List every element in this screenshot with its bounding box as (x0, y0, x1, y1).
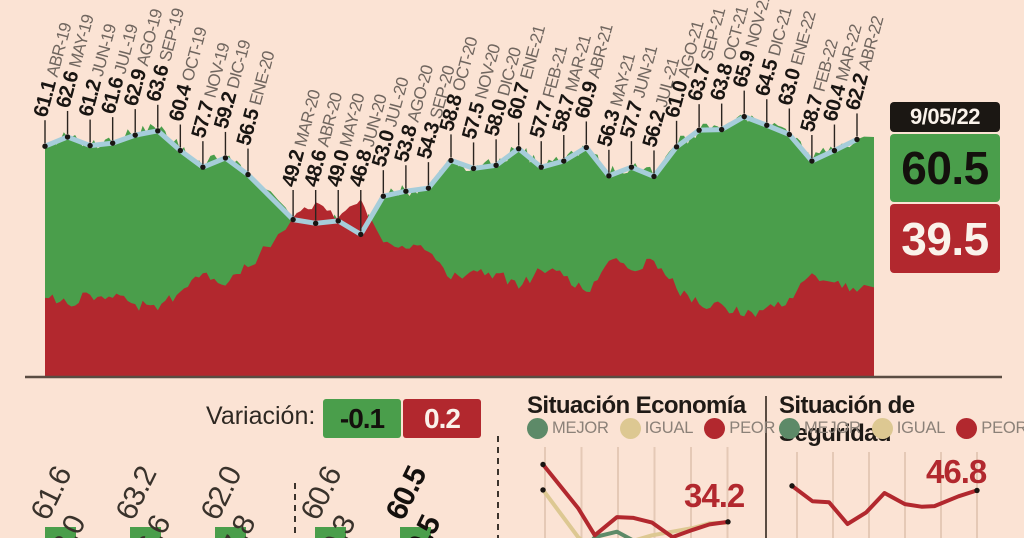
month-point-dot (290, 216, 296, 223)
month-point-dot (831, 147, 838, 154)
variacion-approve-box: -0.1 (323, 399, 401, 438)
trend-line-peor (790, 483, 979, 526)
poll-bar (130, 527, 161, 538)
month-point-dot (312, 220, 319, 226)
series-endpoint-dot (974, 487, 980, 494)
legend-label: PEOR (729, 419, 776, 437)
series-endpoint-dot (725, 519, 731, 525)
month-callout-text: 62.6MAY-19 (52, 12, 99, 111)
month-point-dot (155, 128, 161, 134)
month-point-dot (538, 164, 544, 170)
trend-line-peor (541, 462, 730, 538)
legend-item-mejor: MEJOR (527, 418, 609, 439)
series-endpoint-dot (540, 461, 546, 468)
month-point-dot (718, 126, 725, 133)
month-point-dot (177, 147, 184, 154)
month-point-dot (109, 140, 116, 146)
month-point-dot (335, 218, 341, 224)
legend-label: PEOR (981, 419, 1024, 437)
month-point-dot (628, 164, 635, 170)
poll-bar (45, 527, 76, 538)
month-point-dot (200, 164, 206, 170)
poll-bar (215, 527, 246, 538)
security-legend: MEJOR IGUAL PEOR (779, 418, 1024, 439)
legend-item-peor: PEOR (704, 418, 775, 439)
legend-label: MEJOR (552, 419, 609, 437)
month-point-dot (448, 157, 454, 164)
month-point-dot (764, 122, 770, 128)
month-point-dot (561, 158, 567, 164)
legend-item-mejor: MEJOR (779, 418, 861, 439)
economy-panel-title: Situación Economía (527, 392, 746, 419)
month-point-dot (403, 188, 409, 194)
security-peor-value: 46.8 (926, 453, 987, 490)
igual-dot-icon (871, 418, 893, 439)
month-point-dot (515, 145, 522, 152)
economy-peor-value: 34.2 (684, 477, 745, 514)
month-point-dot (470, 165, 477, 172)
disapproval-value-badge: 39.5 (890, 204, 1000, 273)
month-point-dot (425, 185, 432, 191)
month-point-dot (245, 171, 251, 178)
month-point-dot (854, 136, 860, 143)
mejor-dot-icon (527, 418, 548, 439)
approval-value-badge: 60.5 (890, 134, 1000, 202)
legend-label: MEJOR (804, 419, 861, 437)
month-point-dot (64, 134, 71, 140)
month-point-dot (358, 231, 364, 238)
variacion-label: Variación: (206, 402, 316, 430)
legend-label: IGUAL (896, 419, 946, 437)
month-point-dot (380, 193, 387, 199)
legend-item-igual: IGUAL (871, 418, 946, 439)
series-endpoint-dot (789, 483, 795, 489)
economy-legend: MEJOR IGUAL PEOR (527, 418, 775, 439)
mejor-dot-icon (779, 418, 800, 439)
month-point-dot (493, 162, 499, 169)
poll-bar (315, 527, 346, 538)
month-callout-text: 49.0MAY-20 (322, 91, 369, 190)
month-point-dot (87, 142, 93, 149)
legend-item-igual: IGUAL (619, 418, 694, 439)
month-point-dot (132, 132, 138, 138)
month-callout-label: 49.0MAY-20 (322, 91, 369, 190)
approval-trend-line (42, 114, 860, 237)
month-callout-label: 62.6MAY-19 (52, 12, 99, 111)
month-point-dot (786, 131, 793, 138)
month-point-dot (651, 173, 657, 180)
month-point-dot (583, 144, 590, 151)
variacion-disapprove-box: 0.2 (403, 399, 481, 438)
legend-label: IGUAL (644, 419, 694, 437)
month-point-dot (222, 155, 229, 161)
poll-bar (400, 527, 431, 538)
peor-dot-icon (704, 418, 726, 439)
month-point-dot (809, 158, 815, 164)
series-endpoint-dot (540, 487, 546, 493)
poll-date-badge: 9/05/22 (890, 102, 1000, 132)
igual-dot-icon (619, 418, 641, 439)
month-point-dot (673, 144, 680, 150)
month-point-dot (42, 143, 48, 149)
month-point-dot (696, 127, 702, 133)
trend-line-mejor (591, 529, 633, 538)
peor-dot-icon (956, 418, 978, 439)
month-point-dot (606, 173, 612, 179)
month-point-dot (741, 113, 747, 120)
disapproval-area (45, 199, 874, 376)
legend-item-peor: PEOR (956, 418, 1024, 439)
